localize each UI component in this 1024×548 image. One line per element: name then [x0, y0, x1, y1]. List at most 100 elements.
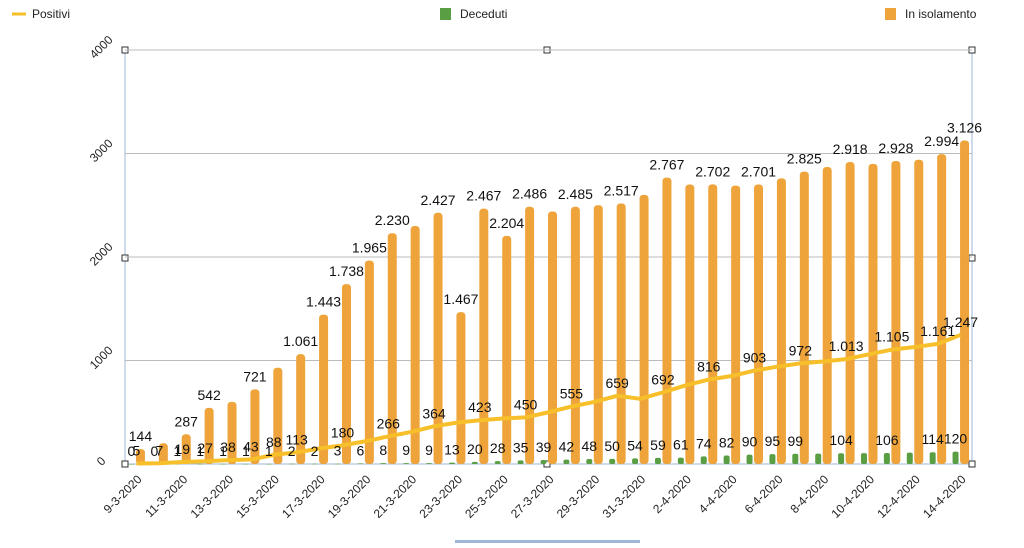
bar [654, 457, 661, 464]
x-tick-label: 27-3-2020 [508, 472, 557, 521]
data-label: 1.443 [306, 294, 341, 310]
data-label: 287 [175, 413, 199, 429]
data-label: 88 [266, 434, 282, 450]
x-tick-label: 15-3-2020 [233, 472, 282, 521]
bar [822, 166, 832, 464]
data-label: 28 [490, 440, 506, 456]
bar [135, 449, 145, 464]
data-label: 38 [220, 439, 236, 455]
bar [471, 461, 478, 464]
data-label: 266 [377, 415, 401, 431]
data-label: 1.105 [874, 329, 909, 345]
bar [387, 233, 397, 464]
data-label: 82 [719, 435, 735, 451]
bar [960, 140, 970, 465]
legend-label: In isolamento [905, 7, 977, 21]
x-tick-label: 4-4-2020 [696, 472, 740, 516]
x-tick-label: 9-3-2020 [101, 472, 145, 516]
data-label: 2 [311, 443, 319, 459]
bar [586, 459, 593, 464]
bar [448, 462, 455, 464]
data-label: 5 [133, 442, 141, 458]
y-tick-label: 0 [94, 454, 109, 469]
bar [296, 354, 306, 464]
bar [364, 260, 374, 464]
data-label: 1 [242, 443, 250, 459]
data-label: 2.994 [924, 133, 959, 149]
x-tick-label: 2-4-2020 [650, 472, 694, 516]
bar [403, 463, 410, 464]
scrollbar [455, 540, 640, 543]
data-label: 2.825 [787, 151, 822, 167]
x-tick-label: 23-3-2020 [416, 472, 465, 521]
data-label: 1.161 [920, 323, 955, 339]
data-label: 114 [921, 431, 944, 447]
legend-label: Deceduti [460, 7, 507, 21]
legend-swatch [885, 8, 896, 20]
bar [158, 443, 168, 464]
bar [593, 205, 603, 464]
data-label: 1.247 [943, 314, 978, 330]
bar [929, 452, 936, 464]
data-label: 450 [514, 396, 538, 412]
legend-swatch [440, 8, 451, 20]
data-label: 2.701 [741, 163, 776, 179]
data-label: 2.918 [833, 141, 868, 157]
bar [128, 464, 135, 465]
data-label: 2.427 [421, 192, 456, 208]
data-label: 50 [604, 438, 620, 454]
legend-label: Positivi [32, 7, 70, 21]
data-label: 721 [243, 368, 267, 384]
data-label: 2.702 [695, 163, 730, 179]
bar [517, 460, 524, 464]
data-label: 1.965 [352, 240, 387, 256]
bar [616, 203, 626, 465]
x-tick-label: 19-3-2020 [325, 472, 374, 521]
x-tick-label: 8-4-2020 [787, 472, 831, 516]
bar [708, 184, 718, 464]
data-label: 1.013 [829, 338, 864, 354]
x-tick-label: 6-4-2020 [742, 472, 786, 516]
bar [639, 194, 649, 464]
bar [563, 459, 570, 464]
bar [952, 451, 959, 464]
data-label: 2.517 [604, 182, 639, 198]
data-label: 2.204 [489, 215, 524, 231]
x-tick-label: 29-3-2020 [554, 472, 603, 521]
bar [311, 463, 318, 465]
bar [357, 463, 364, 464]
data-label: 95 [765, 433, 781, 449]
data-label: 3.126 [947, 119, 982, 135]
data-label: 9 [425, 442, 433, 458]
bar [883, 453, 890, 464]
bar [479, 208, 489, 464]
bar [265, 463, 272, 465]
x-tick-label: 11-3-2020 [142, 472, 190, 520]
bar [181, 434, 191, 464]
data-label: 1 [196, 443, 204, 459]
data-label: 8 [379, 442, 387, 458]
bar [662, 177, 672, 465]
data-label: 39 [536, 439, 552, 455]
line [136, 333, 962, 466]
data-label: 692 [651, 371, 675, 387]
data-label: 20 [467, 441, 483, 457]
bar [906, 452, 913, 464]
data-label: 74 [696, 435, 712, 451]
data-label: 43 [243, 439, 259, 455]
bar [860, 453, 867, 464]
data-label: 2.230 [375, 212, 410, 228]
bar [937, 154, 947, 464]
bar [380, 463, 387, 464]
bar [685, 184, 695, 465]
bar [731, 185, 741, 464]
bar [609, 458, 616, 464]
bar [227, 401, 237, 464]
data-label: 555 [560, 386, 584, 402]
data-label: 19 [174, 441, 190, 457]
data-label: 104 [829, 432, 853, 448]
bar [502, 235, 512, 464]
data-label: 903 [743, 350, 767, 366]
bar [410, 225, 420, 464]
